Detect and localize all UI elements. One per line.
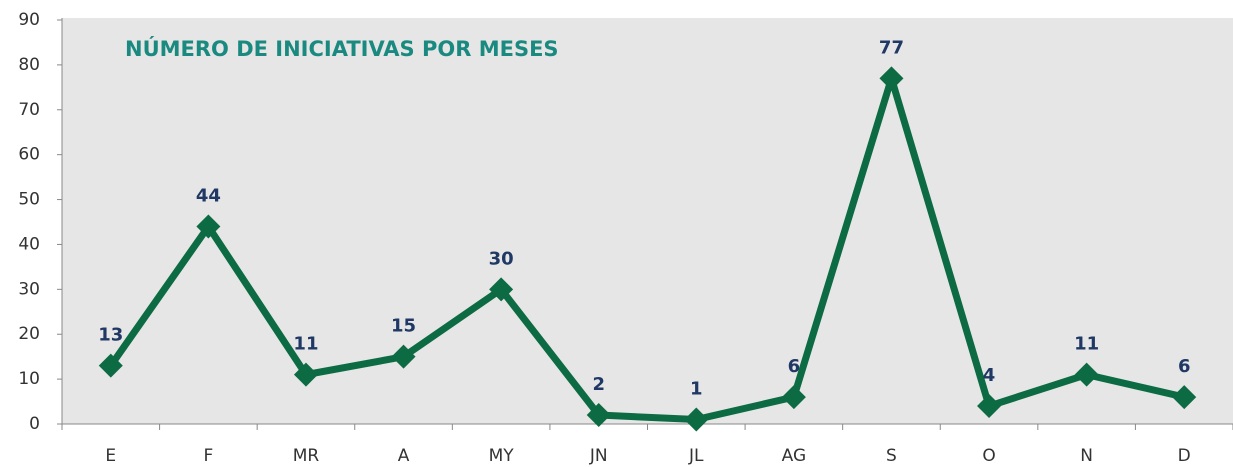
x-tick-label: N	[1080, 446, 1093, 466]
y-tick-label: 50	[18, 190, 40, 210]
marker	[586, 403, 611, 428]
y-tick-label: 90	[18, 10, 40, 30]
data-label: 11	[1074, 334, 1099, 355]
x-tick-label: MY	[489, 446, 515, 466]
x-tick-label: E	[105, 446, 116, 466]
marker	[293, 362, 318, 387]
marker	[684, 407, 709, 432]
x-tick-label: S	[886, 446, 897, 466]
x-tick-label: MR	[293, 446, 320, 466]
x-tick-label: JL	[688, 446, 704, 466]
x-tick-label: O	[982, 446, 995, 466]
y-tick-label: 10	[18, 369, 40, 389]
data-label: 30	[489, 248, 514, 269]
chart-title: NÚMERO DE INICIATIVAS POR MESES	[125, 36, 559, 61]
data-label: 1	[690, 379, 703, 400]
marker	[977, 394, 1002, 419]
marker	[781, 385, 806, 410]
marker	[1074, 362, 1099, 387]
y-tick-label: 80	[18, 55, 40, 75]
data-label: 6	[1178, 356, 1191, 377]
marker	[196, 214, 221, 239]
data-label: 2	[592, 374, 605, 395]
data-label: 15	[391, 316, 416, 337]
marker	[391, 344, 416, 369]
y-tick-label: 0	[29, 414, 40, 434]
data-label: 13	[98, 325, 123, 346]
data-label: 77	[879, 37, 904, 58]
marker	[98, 353, 123, 378]
x-tick-label: D	[1178, 446, 1191, 466]
marker	[879, 66, 904, 91]
data-label: 6	[788, 356, 801, 377]
x-tick-label: A	[398, 446, 410, 466]
y-tick-label: 20	[18, 324, 40, 344]
data-label: 11	[293, 334, 318, 355]
x-tick-label: JN	[589, 446, 608, 466]
y-tick-label: 40	[18, 234, 40, 254]
data-label: 4	[983, 365, 996, 386]
plot-area	[62, 18, 1233, 424]
marker	[489, 277, 514, 302]
marker	[1172, 385, 1197, 410]
x-tick-label: F	[203, 446, 213, 466]
x-tick-label: AG	[782, 446, 807, 466]
y-tick-label: 60	[18, 145, 40, 165]
line	[107, 74, 1185, 424]
y-tick-label: 30	[18, 279, 40, 299]
y-tick-label: 70	[18, 100, 40, 120]
data-label: 44	[196, 185, 221, 206]
